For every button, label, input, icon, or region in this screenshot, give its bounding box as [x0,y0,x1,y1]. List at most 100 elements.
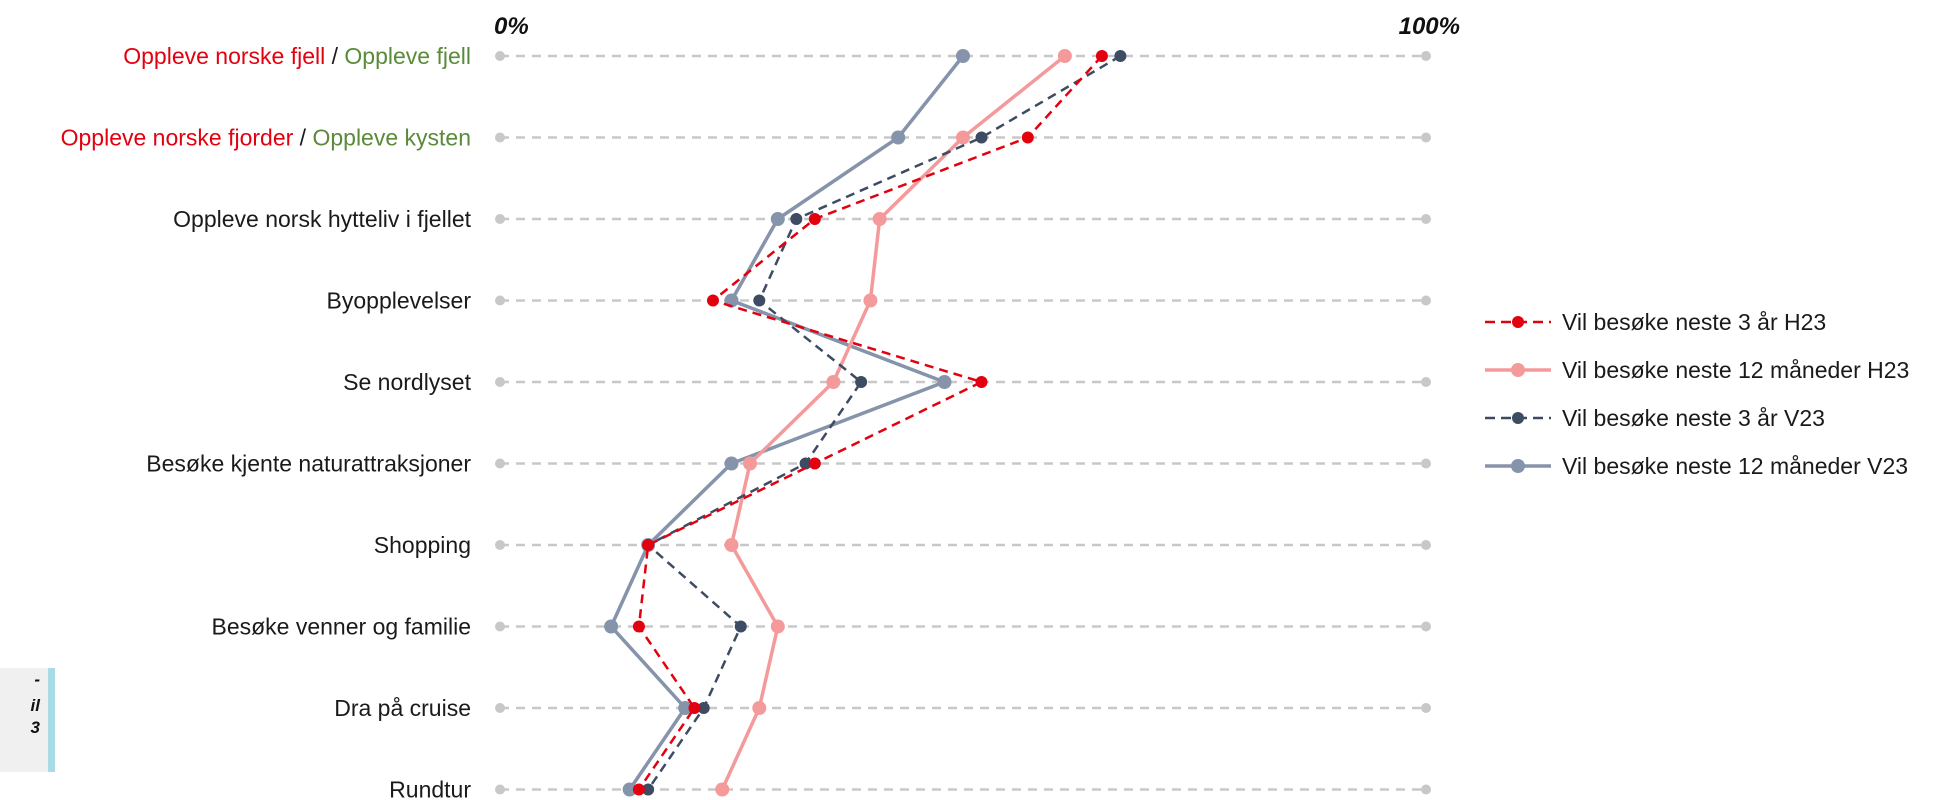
category-label: Besøke kjente naturattraksjoner [146,451,471,477]
series-line [609,54,965,791]
category-label-part: Besøke kjente naturattraksjoner [146,451,471,477]
data-point [752,701,767,715]
grid-end-dot [1421,132,1431,143]
data-point [863,293,878,308]
data-point [753,294,766,307]
category-label-part: Oppleve fjell [344,43,471,69]
data-point [724,538,739,552]
category-label: Byopplevelser [327,288,472,314]
data-point [808,457,821,470]
data-point [724,456,739,471]
legend-label: Vil besøke neste 3 år H23 [1562,309,1826,335]
data-point [632,783,645,796]
data-point [706,294,719,307]
data-point [975,376,988,388]
grid-end-dot [495,377,505,387]
grid-end-dot [1421,458,1431,469]
grid-end-dot [1421,784,1431,795]
category-label-part: Oppleve norske fjell [123,43,325,69]
data-point [678,701,693,715]
category-label: Oppleve norsk hytteliv i fjellet [173,206,471,232]
side-note-line: - [34,670,40,689]
data-point [734,620,747,633]
grid-end-dot [1421,540,1431,550]
legend-label: Vil besøke neste 12 måneder H23 [1562,357,1909,383]
category-label-part: Oppleve norsk hytteliv i fjellet [173,206,471,232]
tick-layer: 0% 100% [494,13,1460,40]
series-line [720,54,1066,791]
series-line [637,55,1103,791]
data-point [808,213,821,225]
data-point [743,456,758,471]
category-label: Dra på cruise [334,695,471,721]
category-label-part: Oppleve norske fjorder [61,125,294,151]
legend-marker [1511,459,1525,473]
data-point [697,702,710,714]
data-point [855,376,868,388]
grid-end-dot [495,621,505,632]
grid-end-dot [1421,295,1431,306]
grid-layer [495,51,1431,795]
category-label-part: Besøke venner og familie [211,614,471,640]
category-label-part: Se nordlyset [343,369,471,395]
category-label: Oppleve norske fjell / Oppleve fjell [123,43,471,69]
data-point [642,539,655,551]
data-point [642,783,655,796]
legend-marker [1511,363,1525,377]
grid-end-dot [1421,621,1431,632]
data-point [872,212,887,226]
data-point [688,702,701,714]
data-point [799,457,812,470]
series-line [646,54,1122,791]
category-label-part: Oppleve kysten [312,125,471,151]
data-point [975,131,988,144]
series-layer [604,49,1127,797]
category-label-part: Shopping [374,532,471,558]
grid-end-dot [1421,51,1431,61]
category-label: Besøke venner og familie [211,614,471,640]
grid-end-dot [495,295,505,306]
data-point [632,620,645,633]
data-point [1114,50,1127,62]
data-point [604,619,619,634]
data-point [956,130,970,145]
data-point [715,782,730,797]
category-label: Oppleve norske fjorder / Oppleve kysten [61,125,471,151]
legend-label: Vil besøke neste 3 år V23 [1562,405,1825,431]
data-point [770,212,785,226]
grid-end-dot [495,51,505,61]
grid-end-dot [495,703,505,713]
grid-end-dot [495,132,505,143]
legend-marker [1512,316,1524,328]
grid-end-dot [495,214,505,224]
grid-end-dot [495,540,505,550]
side-note-box: - il 3 [0,668,55,772]
side-note-line: 3 [30,718,40,737]
grid-end-dot [495,784,505,795]
grid-end-dot [1421,703,1431,713]
data-point [770,619,785,634]
data-point [1057,49,1072,63]
data-point [891,130,906,145]
legend-marker [1512,412,1524,424]
data-point [937,375,952,389]
side-note-line: il [30,696,40,715]
grid-end-dot [1421,377,1431,387]
category-label-part: / [293,125,312,151]
data-point [790,213,803,225]
category-label-part: Rundtur [389,777,471,800]
category-label-part: Dra på cruise [334,695,471,721]
legend-label: Vil besøke neste 12 måneder V23 [1562,453,1908,479]
category-label: Shopping [374,532,471,558]
grid-end-dot [1421,214,1431,224]
category-label: Se nordlyset [343,369,471,395]
x-tick-label: 0% [494,13,529,40]
category-label-part: Byopplevelser [327,288,472,314]
grid-end-dot [495,458,505,469]
label-layer: Oppleve norske fjell / Oppleve fjellOppl… [61,43,472,800]
category-label: Rundtur [389,777,471,800]
legend-layer: Vil besøke neste 3 år H23 Vil besøke nest… [1485,309,1909,479]
data-point [622,782,637,797]
category-label-part: / [325,43,344,69]
